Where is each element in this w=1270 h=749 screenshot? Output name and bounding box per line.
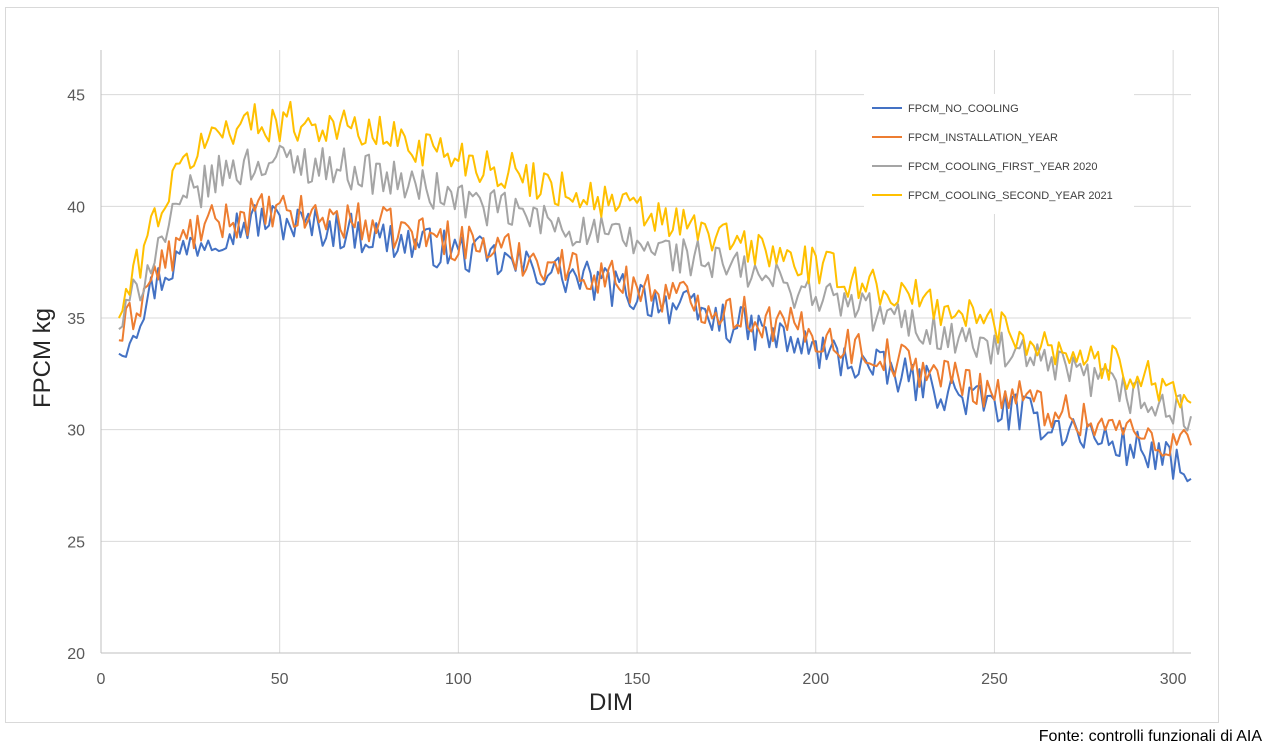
y-tick-label: 45 — [67, 88, 85, 105]
legend-label: FPCM_COOLING_FIRST_YEAR 2020 — [908, 161, 1098, 173]
y-tick-label: 20 — [67, 646, 85, 663]
x-tick-label: 150 — [624, 671, 651, 688]
y-axis-title: FPCM kg — [29, 308, 56, 408]
chart-frame: 20 25 30 35 40 45 0 50 100 150 200 250 300 FPCM_NO_C… — [5, 7, 1219, 723]
series-line-3 — [118, 144, 1192, 432]
y-tick-label: 40 — [67, 199, 85, 216]
x-tick-label: 200 — [802, 671, 829, 688]
legend-label: FPCM_INSTALLATION_YEAR — [908, 132, 1058, 144]
series-line-4 — [118, 100, 1192, 409]
legend-box — [864, 94, 1134, 214]
series-line-2 — [118, 193, 1192, 457]
legend-label: FPCM_COOLING_SECOND_YEAR 2021 — [908, 190, 1113, 202]
source-note: Fonte: controlli funzionali di AIA — [1038, 728, 1262, 745]
x-tick-label: 50 — [271, 671, 289, 688]
y-tick-label: 30 — [67, 423, 85, 440]
line-chart: 20 25 30 35 40 45 0 50 100 150 200 250 300 FPCM_NO_C… — [29, 50, 1192, 716]
y-tick-label: 25 — [67, 534, 85, 551]
y-tick-label: 35 — [67, 311, 85, 328]
axes: 20 25 30 35 40 45 0 50 100 150 200 250 300 — [67, 50, 1191, 688]
x-tick-label: 0 — [97, 671, 106, 688]
legend: FPCM_NO_COOLING FPCM_INSTALLATION_YEAR FPC… — [864, 94, 1134, 214]
x-tick-label: 100 — [445, 671, 472, 688]
x-tick-label: 250 — [981, 671, 1008, 688]
x-axis-title: DIM — [589, 689, 633, 716]
series-lines — [118, 100, 1192, 483]
x-tick-label: 300 — [1160, 671, 1187, 688]
legend-label: FPCM_NO_COOLING — [908, 103, 1019, 115]
